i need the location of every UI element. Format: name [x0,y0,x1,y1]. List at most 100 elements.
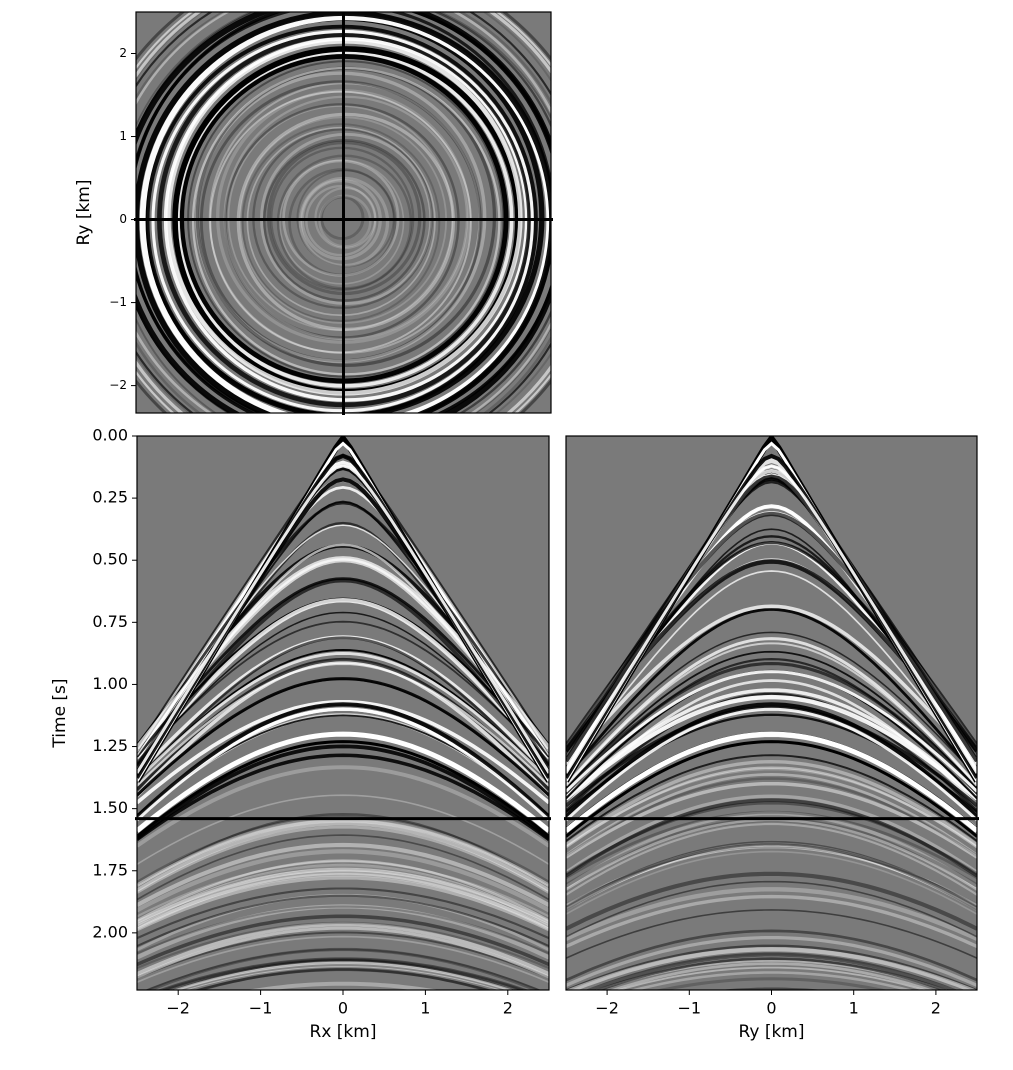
y-tick-label: −1 [109,295,127,309]
event [566,909,977,959]
image [566,436,977,990]
event [585,952,958,990]
event [566,731,977,833]
y-axis-label: Ry [km] [74,179,94,245]
event [137,926,549,979]
event [174,963,512,990]
event [566,944,977,990]
event [566,842,977,911]
event [566,631,977,779]
event [566,850,977,915]
ring [191,66,501,376]
event [137,922,549,976]
y-tick-label: 1.75 [92,860,128,879]
y-tick-label: 1 [119,129,127,143]
event [566,702,977,819]
ring [209,90,472,354]
event [137,905,549,955]
y-tick-label: 1.00 [92,674,128,693]
event [566,887,977,941]
event [137,753,549,842]
y-axis-label: Time [s] [50,678,70,748]
y-tick-label: 0.25 [92,488,128,507]
event [137,812,549,887]
x-tick-label: −1 [249,999,273,1018]
event [566,766,977,849]
y-tick-label: 0 [119,212,127,226]
event [137,740,549,838]
event [566,657,977,795]
event [144,948,542,990]
event [137,864,549,927]
event [157,957,529,990]
event [566,464,977,774]
axes-frame [135,11,552,414]
event [566,608,977,779]
event [566,670,977,793]
event [137,893,549,952]
event [137,869,549,926]
event [137,870,549,930]
ring [195,71,487,363]
x-axis-label: Rx [km] [310,1022,377,1042]
event [137,611,549,766]
event [137,659,549,797]
event [137,921,549,970]
event [566,740,977,838]
event [566,843,977,909]
x-tick-label: −2 [166,999,190,1018]
event [566,705,977,808]
event [137,872,549,929]
event [566,929,977,982]
y-tick-label: 1.50 [92,798,128,817]
x-tick-label: −1 [678,999,702,1018]
event [594,959,949,990]
event [566,474,977,763]
event [137,842,549,908]
event [137,866,549,924]
event [137,636,549,783]
y-tick-label: 0.00 [92,426,128,445]
event [566,754,977,842]
event [137,859,549,922]
event [566,798,977,878]
event [566,794,977,874]
event [137,914,549,967]
event [137,702,549,819]
event [608,962,935,990]
y-tick-label: 0.75 [92,612,128,631]
event [566,759,977,847]
x-tick-label: 1 [849,999,859,1018]
event [172,961,514,990]
event [137,577,549,758]
event [137,662,549,787]
event [246,981,440,990]
ring [199,80,482,363]
event [566,801,977,876]
event [566,894,977,949]
event [566,768,977,848]
event [566,604,977,766]
y-tick-label: 0.50 [92,550,128,569]
event [137,598,549,764]
event [193,968,493,990]
x-axis-label: Ry [km] [738,1022,804,1042]
event [137,731,549,833]
x-tick-label: 1 [420,999,430,1018]
y-tick-label: 1.25 [92,736,128,755]
ring [246,126,436,317]
ring [314,187,377,250]
event [170,959,516,990]
event [145,947,541,990]
event [137,652,549,782]
event [137,699,549,805]
event [566,811,977,889]
ring [279,159,405,285]
event [566,871,977,931]
event [566,946,977,990]
x-tick-label: 0 [338,999,348,1018]
event [566,843,977,908]
event [629,971,914,990]
event [566,777,977,857]
event [137,620,549,763]
